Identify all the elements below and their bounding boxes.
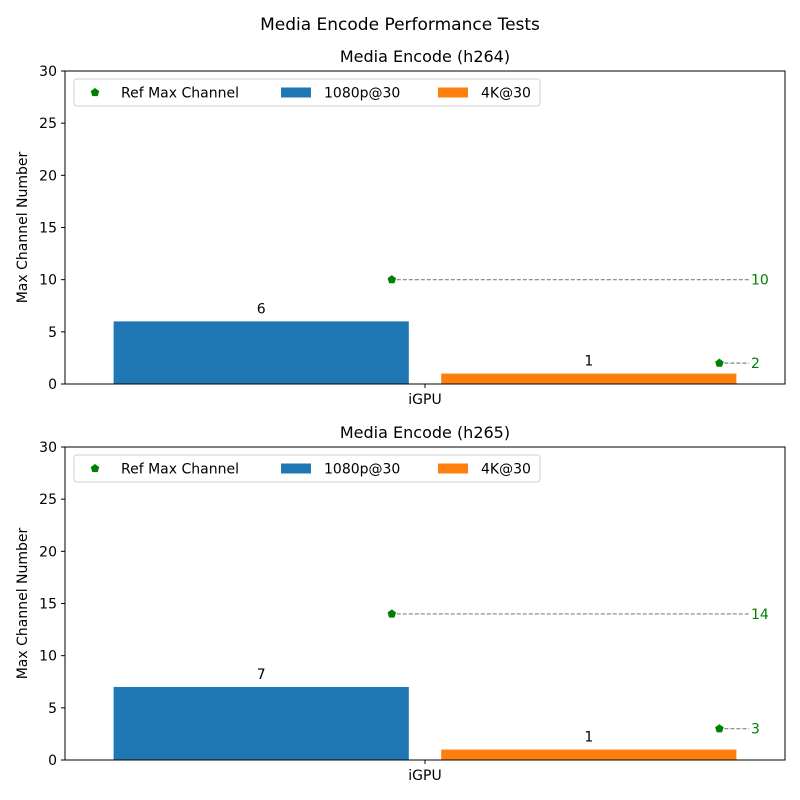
bar-value-label: 7 <box>257 667 266 683</box>
y-tick-label: 30 <box>39 64 57 80</box>
y-tick-label: 10 <box>39 649 57 665</box>
subplot-title: Media Encode (h264) <box>340 47 510 66</box>
y-axis-label: Max Channel Number <box>15 527 31 679</box>
bar-1080p <box>113 321 409 384</box>
bar-value-label: 6 <box>257 301 266 317</box>
y-tick-label: 5 <box>48 325 57 341</box>
bar-4k <box>441 373 737 384</box>
bar-4k <box>441 749 737 760</box>
legend-4k-label: 4K@30 <box>481 462 531 478</box>
legend-ref-label: Ref Max Channel <box>121 462 239 478</box>
y-tick-label: 20 <box>39 168 57 184</box>
legend-1080p-label: 1080p@30 <box>324 86 400 102</box>
bar-value-label: 1 <box>584 354 593 370</box>
legend-1080p-swatch <box>281 87 311 98</box>
ref-max-marker <box>715 724 724 733</box>
x-tick-label: iGPU <box>408 392 441 408</box>
x-tick-label: iGPU <box>408 768 441 784</box>
y-tick-label: 5 <box>48 701 57 717</box>
ref-max-label: 3 <box>751 722 760 738</box>
y-tick-label: 0 <box>48 377 57 393</box>
ref-max-marker <box>715 358 724 367</box>
y-tick-label: 25 <box>39 116 57 132</box>
y-tick-label: 30 <box>39 440 57 456</box>
ref-max-marker <box>387 275 397 284</box>
bar-1080p <box>113 686 409 760</box>
axes-frame <box>64 446 786 761</box>
ref-max-label: 2 <box>751 356 760 372</box>
subplot-h264: Media Encode (h264) Max Channel Number 0 5 1… <box>15 47 786 408</box>
legend: Ref Max Channel 1080p@30 4K@30 <box>73 454 541 483</box>
y-tick-label: 25 <box>39 492 57 508</box>
legend-ref-marker <box>90 464 100 473</box>
figure-title: Media Encode Performance Tests <box>260 15 540 35</box>
y-tick-label: 10 <box>39 273 57 289</box>
legend-1080p-swatch <box>281 463 311 474</box>
legend-4k-swatch <box>438 463 468 474</box>
legend-ref-label: Ref Max Channel <box>121 86 239 102</box>
legend: Ref Max Channel 1080p@30 4K@30 <box>73 78 541 107</box>
y-tick-label: 15 <box>39 597 57 613</box>
axes-frame <box>64 70 786 385</box>
y-tick-label: 20 <box>39 544 57 560</box>
legend-4k-swatch <box>438 87 468 98</box>
legend-4k-label: 4K@30 <box>481 86 531 102</box>
bar-value-label: 1 <box>584 730 593 746</box>
ref-max-label: 14 <box>751 607 769 623</box>
subplot-h265: Media Encode (h265) Max Channel Number 0 5 1… <box>15 423 786 784</box>
ref-max-marker <box>387 609 397 618</box>
legend-ref-marker <box>90 88 100 97</box>
y-tick-label: 15 <box>39 221 57 237</box>
subplot-title: Media Encode (h265) <box>340 423 510 442</box>
legend-1080p-label: 1080p@30 <box>324 462 400 478</box>
y-tick-label: 0 <box>48 753 57 769</box>
y-axis-label: Max Channel Number <box>15 151 31 303</box>
ref-max-label: 10 <box>751 273 769 289</box>
